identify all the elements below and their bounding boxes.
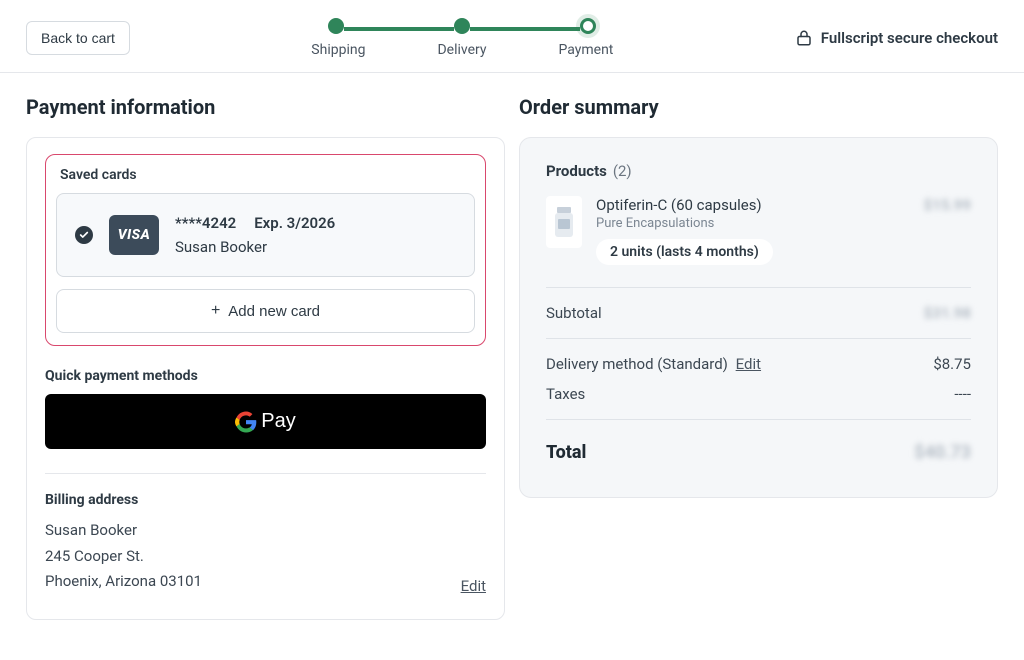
lock-icon xyxy=(795,29,813,47)
google-logo-icon xyxy=(235,411,257,433)
selected-check-icon xyxy=(75,226,93,244)
payment-panel: Saved cards VISA ****4242 Exp. 3/2026 Su… xyxy=(26,137,505,620)
billing-city: Phoenix, Arizona 03101 xyxy=(45,569,202,595)
step-delivery-dot xyxy=(454,18,470,34)
product-quantity-pill: 2 units (lasts 4 months) xyxy=(596,239,773,265)
billing-address-block: Susan Booker 245 Cooper St. Phoenix, Ari… xyxy=(45,518,202,595)
saved-cards-label: Saved cards xyxy=(60,167,475,183)
billing-address-heading: Billing address xyxy=(45,492,486,508)
add-new-card-label: Add new card xyxy=(228,303,320,320)
divider xyxy=(45,473,486,474)
product-row: Optiferin-C (60 capsules) Pure Encapsula… xyxy=(546,196,971,265)
plus-icon: + xyxy=(211,302,220,320)
card-masked-number: ****4242 xyxy=(175,214,236,232)
saved-card-option[interactable]: VISA ****4242 Exp. 3/2026 Susan Booker xyxy=(56,193,475,277)
card-holder-name: Susan Booker xyxy=(175,238,335,256)
order-summary-heading: Order summary xyxy=(519,95,998,119)
product-brand: Pure Encapsulations xyxy=(596,216,910,231)
products-count: (2) xyxy=(613,162,632,180)
back-to-cart-button[interactable]: Back to cart xyxy=(26,21,130,55)
secure-checkout-text: Fullscript secure checkout xyxy=(821,29,998,47)
card-brand-badge: VISA xyxy=(109,215,159,255)
add-new-card-button[interactable]: + Add new card xyxy=(56,289,475,333)
taxes-label: Taxes xyxy=(546,385,585,403)
checkout-stepper: Shipping Delivery Payment xyxy=(311,18,613,58)
subtotal-label: Subtotal xyxy=(546,304,602,322)
secure-checkout-label: Fullscript secure checkout xyxy=(795,29,998,47)
google-pay-label: Pay xyxy=(261,410,295,433)
billing-street: 245 Cooper St. xyxy=(45,544,202,570)
delivery-method-label: Delivery method (Standard) Edit xyxy=(546,355,761,373)
step-payment-dot xyxy=(580,18,596,34)
product-price-blurred: $15.99 xyxy=(924,196,971,214)
step-shipping-dot xyxy=(328,18,344,34)
step-label-shipping: Shipping xyxy=(311,42,365,58)
top-bar: Back to cart Shipping Delivery Payment F… xyxy=(0,0,1024,73)
card-expiry: Exp. 3/2026 xyxy=(254,214,335,232)
delivery-method-text: Delivery method (Standard) xyxy=(546,355,728,373)
delivery-price: $8.75 xyxy=(933,355,971,373)
step-label-payment: Payment xyxy=(558,42,613,58)
order-summary-panel: Products (2) Optiferin-C (60 capsules) P… xyxy=(519,137,998,498)
taxes-value: ---- xyxy=(954,385,971,403)
payment-info-heading: Payment information xyxy=(26,95,505,119)
google-pay-button[interactable]: Pay xyxy=(45,394,486,449)
subtotal-value-blurred: $31.98 xyxy=(924,304,971,322)
products-label: Products xyxy=(546,162,607,180)
quick-payment-heading: Quick payment methods xyxy=(45,368,486,384)
total-value-blurred: $40.73 xyxy=(914,442,971,463)
billing-name: Susan Booker xyxy=(45,518,202,544)
delivery-edit-link[interactable]: Edit xyxy=(736,355,761,373)
saved-cards-highlight: Saved cards VISA ****4242 Exp. 3/2026 Su… xyxy=(45,154,486,346)
product-thumbnail xyxy=(546,196,582,248)
billing-edit-link[interactable]: Edit xyxy=(461,577,486,595)
step-connector xyxy=(344,27,454,31)
step-label-delivery: Delivery xyxy=(437,42,486,58)
step-connector xyxy=(470,27,580,31)
total-label: Total xyxy=(546,442,586,463)
product-title: Optiferin-C (60 capsules) xyxy=(596,196,910,214)
